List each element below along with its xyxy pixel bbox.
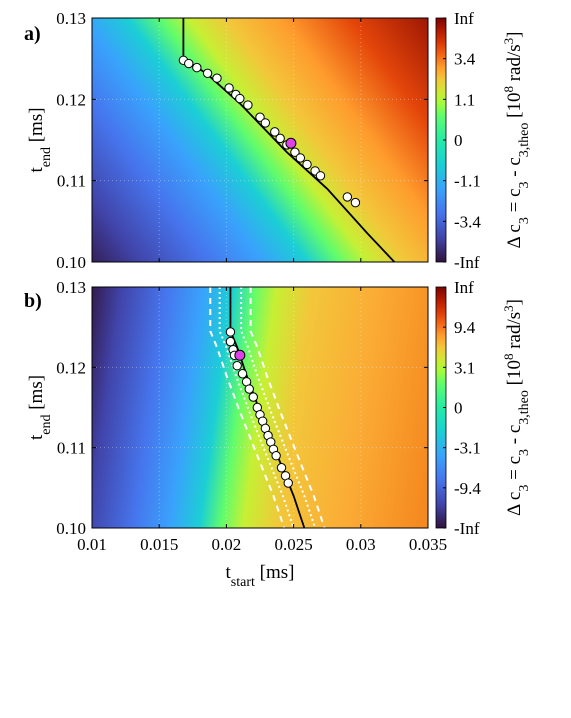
data-point (270, 127, 280, 137)
colorbar-tick-label: Inf (454, 9, 474, 28)
x-tick-label: 0.01 (77, 535, 107, 554)
colorbar-tick-label: 3.4 (454, 50, 476, 69)
colorbar-tick-label: -Inf (454, 519, 480, 538)
data-point (290, 147, 300, 157)
colorbar-tick-label: -1.1 (454, 172, 481, 191)
data-point (243, 100, 253, 110)
x-axis-label: tstart [ms] (226, 562, 295, 590)
y-tick-label: 0.12 (56, 358, 86, 377)
colorbar-tick-label: Inf (454, 278, 474, 297)
y-tick-label: 0.13 (56, 278, 86, 297)
panel-label: b) (24, 290, 42, 312)
panel-b: 0.10 0.11 0.12 0.13 0.01 0.015 0.02 0.025 0.03 0.… (24, 278, 532, 590)
data-point (315, 171, 326, 181)
x-tick-label: 0.035 (409, 535, 447, 554)
colorbar-label: Δ c3 = c3 - c3,theo [108 rad/s3] (501, 32, 532, 249)
colorbar-tick-label: 9.4 (454, 318, 476, 337)
y-tick-label: 0.13 (56, 9, 86, 28)
colorbar-tick-label: 0 (454, 131, 463, 150)
y-axis-label: tend [ms] (26, 107, 54, 172)
highlight-point (234, 349, 246, 361)
data-point (225, 336, 236, 347)
colorbar-tick-label: 3.1 (454, 358, 475, 377)
x-tick-label: 0.025 (274, 535, 312, 554)
data-point (244, 384, 254, 394)
y-tick-label: 0.11 (57, 439, 86, 458)
data-point (184, 58, 194, 69)
data-point (192, 62, 202, 73)
data-point (232, 361, 242, 371)
data-point (255, 112, 265, 122)
panel-a: 0.10 0.11 0.12 0.13 a) tend [ms] Inf 3.4 1.1 0 -1.… (24, 9, 532, 272)
data-point (235, 93, 245, 104)
colorbar-tick-label: -9.4 (454, 479, 481, 498)
data-point (276, 463, 287, 473)
data-point (283, 478, 293, 488)
data-point (302, 159, 312, 170)
data-point (225, 327, 236, 337)
y-tick-label: 0.10 (56, 519, 86, 538)
x-tick-label: 0.03 (346, 535, 376, 554)
colorbar-tick-label: 1.1 (454, 90, 475, 109)
data-point (212, 73, 222, 83)
highlight-point (285, 137, 297, 149)
colorbar-tick-label: -3.1 (454, 439, 481, 458)
panel-label: a) (24, 23, 41, 45)
plot-frame (91, 17, 429, 263)
data-point (275, 133, 285, 144)
x-tick-label: 0.02 (212, 535, 242, 554)
plot-frame (91, 286, 429, 529)
data-point (260, 118, 271, 128)
y-tick-label: 0.10 (56, 253, 86, 272)
data-point (237, 369, 248, 379)
data-point (271, 451, 281, 461)
confidence-band-line (249, 287, 326, 529)
data-point (350, 197, 361, 208)
colorbar-label: Δ c3 = c3 - c3,theo [108 rad/s3] (501, 299, 532, 516)
colorbar-tick-label: 0 (454, 399, 463, 418)
data-point (202, 68, 213, 79)
heatmap-field (92, 18, 428, 262)
y-tick-label: 0.12 (56, 90, 86, 109)
data-point (248, 392, 258, 402)
data-point (295, 153, 306, 163)
y-tick-label: 0.11 (57, 172, 86, 191)
colorbar-tick-label: -3.4 (454, 212, 481, 231)
x-tick-label: 0.015 (140, 535, 178, 554)
data-point (224, 83, 234, 93)
confidence-band-line (218, 287, 295, 529)
confidence-band-line (209, 287, 286, 529)
confidence-band-line (240, 287, 317, 529)
colorbar-tick-label: -Inf (454, 253, 480, 272)
data-point (342, 192, 353, 202)
y-axis-label: tend [ms] (26, 375, 54, 440)
